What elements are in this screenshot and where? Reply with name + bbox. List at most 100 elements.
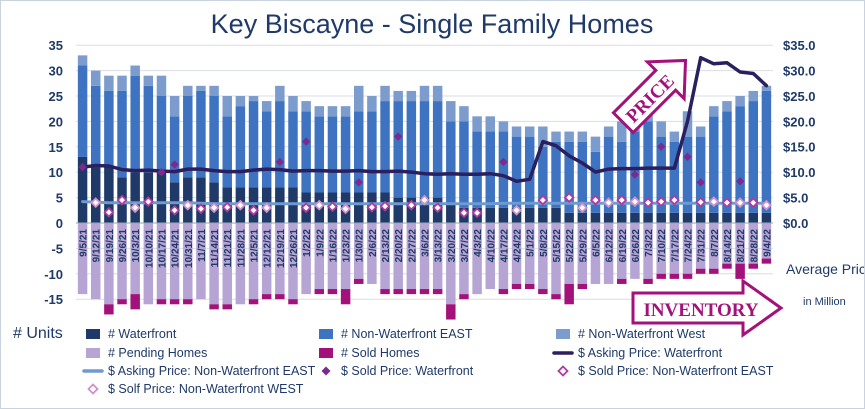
x-tick-label: 1/9/22 (315, 229, 326, 257)
bar-non-waterfront-west (735, 96, 745, 107)
bar-pending-homes (288, 223, 298, 300)
y-tick-label-right: $30.0 (783, 63, 816, 78)
bar-waterfront (564, 212, 574, 223)
bar-non-waterfront-east (327, 116, 338, 193)
bar-non-waterfront-east (603, 136, 614, 213)
marker-solf-price-non-waterfront-west (313, 199, 325, 211)
bar-non-waterfront-west (209, 85, 219, 96)
bar-waterfront (130, 172, 140, 223)
x-tick-label: 6/26/22 (631, 229, 642, 263)
bar-sold-homes (538, 289, 548, 295)
bar-non-waterfront-east (261, 111, 272, 188)
bar-non-waterfront-east (90, 85, 101, 168)
bar-sold-homes (340, 289, 351, 305)
bar-non-waterfront-east (524, 136, 535, 208)
legend-item: # Pending Homes (86, 346, 207, 360)
legend-swatch (556, 329, 570, 339)
bar-non-waterfront-west (143, 75, 154, 86)
bar-non-waterfront-west (406, 90, 417, 102)
bar-non-waterfront-east (380, 101, 390, 193)
bar-non-waterfront-east (682, 136, 693, 213)
bar-non-waterfront-west (432, 85, 443, 102)
y-tick-label-left: 0 (56, 216, 63, 231)
x-tick-label: 5/1/22 (526, 229, 537, 257)
bar-non-waterfront-west (156, 75, 167, 96)
legend-label: # Sold Homes (341, 346, 420, 360)
x-tick-label: 10/31/21 (184, 229, 195, 268)
marker-sold-price-non-waterfront-east (616, 194, 628, 206)
legend-swatch (321, 366, 331, 376)
x-tick-label: 10/10/21 (144, 229, 155, 268)
bar-waterfront (551, 207, 561, 223)
bar-non-waterfront-west (498, 121, 509, 132)
price-arrow-shape (611, 58, 688, 135)
bar-sold-homes (288, 299, 298, 305)
legend-item: # Waterfront (86, 327, 177, 341)
bar-pending-homes (393, 223, 403, 290)
marker-sold-price-non-waterfront-east (248, 204, 260, 216)
inventory-arrow: INVENTORY (631, 278, 784, 338)
right-axis-unit: in Million (803, 296, 846, 308)
marker-sold-price-non-waterfront-east (379, 200, 391, 212)
bar-non-waterfront-west (235, 96, 246, 107)
bar-pending-homes (327, 223, 338, 290)
bar-non-waterfront-west (511, 126, 522, 137)
bar-non-waterfront-east (722, 111, 732, 213)
bar-waterfront (695, 212, 706, 223)
bar-sold-homes (498, 289, 509, 295)
marker-sold-price-non-waterfront-east (103, 206, 115, 218)
bar-waterfront (617, 212, 627, 223)
bar-sold-homes (432, 289, 443, 295)
bar-non-waterfront-west (603, 126, 614, 137)
bar-sold-homes (156, 299, 167, 305)
bar-pending-homes (222, 223, 232, 305)
legend-item: $ Solf Price: Non-Waterfront WEST (87, 382, 304, 396)
bar-sold-homes (222, 304, 232, 310)
bar-non-waterfront-west (472, 116, 482, 132)
x-tick-label: 11/21/21 (223, 229, 234, 268)
bar-non-waterfront-east (143, 85, 154, 173)
x-tick-label: 6/5/22 (591, 229, 602, 257)
x-tick-label: 1/16/22 (328, 229, 339, 263)
bar-non-waterfront-east (472, 131, 482, 208)
marker-sold-price-non-waterfront-east (405, 199, 417, 211)
legend-swatch (86, 348, 100, 358)
x-tick-label: 12/5/21 (250, 229, 261, 263)
bar-sold-homes (511, 283, 522, 290)
bar-non-waterfront-east (577, 141, 588, 213)
bar-waterfront (288, 187, 298, 223)
bar-pending-homes (235, 223, 246, 305)
legend-swatch (86, 329, 100, 339)
bar-waterfront (748, 212, 759, 223)
x-tick-label: 5/8/22 (539, 229, 550, 257)
legend-label: # Pending Homes (108, 346, 207, 360)
legend-item: # Non-Waterfront EAST (319, 327, 473, 341)
bar-pending-homes (183, 223, 193, 300)
bar-waterfront (682, 212, 693, 223)
bar-sold-homes (617, 278, 627, 284)
bar-non-waterfront-east (551, 141, 561, 208)
marker-solf-price-non-waterfront-west (261, 202, 273, 214)
bar-non-waterfront-east (196, 90, 206, 178)
bar-non-waterfront-east (301, 111, 311, 193)
marker-sold-waterfront (696, 178, 705, 187)
marker-solf-price-non-waterfront-west (760, 199, 772, 211)
bar-non-waterfront-east (761, 90, 772, 213)
y-tick-label-left: -15 (44, 292, 63, 307)
x-tick-label: 10/17/21 (157, 229, 168, 268)
x-tick-label: 7/24/22 (684, 229, 695, 263)
bar-pending-homes (748, 223, 759, 264)
x-tick-label: 7/17/22 (670, 229, 681, 263)
bar-waterfront (722, 212, 732, 223)
bar-non-waterfront-east (564, 141, 574, 213)
x-tick-label: 7/3/22 (644, 229, 655, 257)
x-tick-label: 1/30/22 (355, 229, 366, 263)
bar-non-waterfront-west (340, 106, 351, 117)
bar-sold-homes (248, 299, 259, 305)
bar-waterfront (709, 212, 719, 223)
bar-sold-homes (709, 268, 719, 274)
bar-waterfront (603, 212, 614, 223)
x-tick-label: 9/19/21 (105, 229, 116, 263)
marker-sold-price-non-waterfront-east (563, 192, 575, 204)
